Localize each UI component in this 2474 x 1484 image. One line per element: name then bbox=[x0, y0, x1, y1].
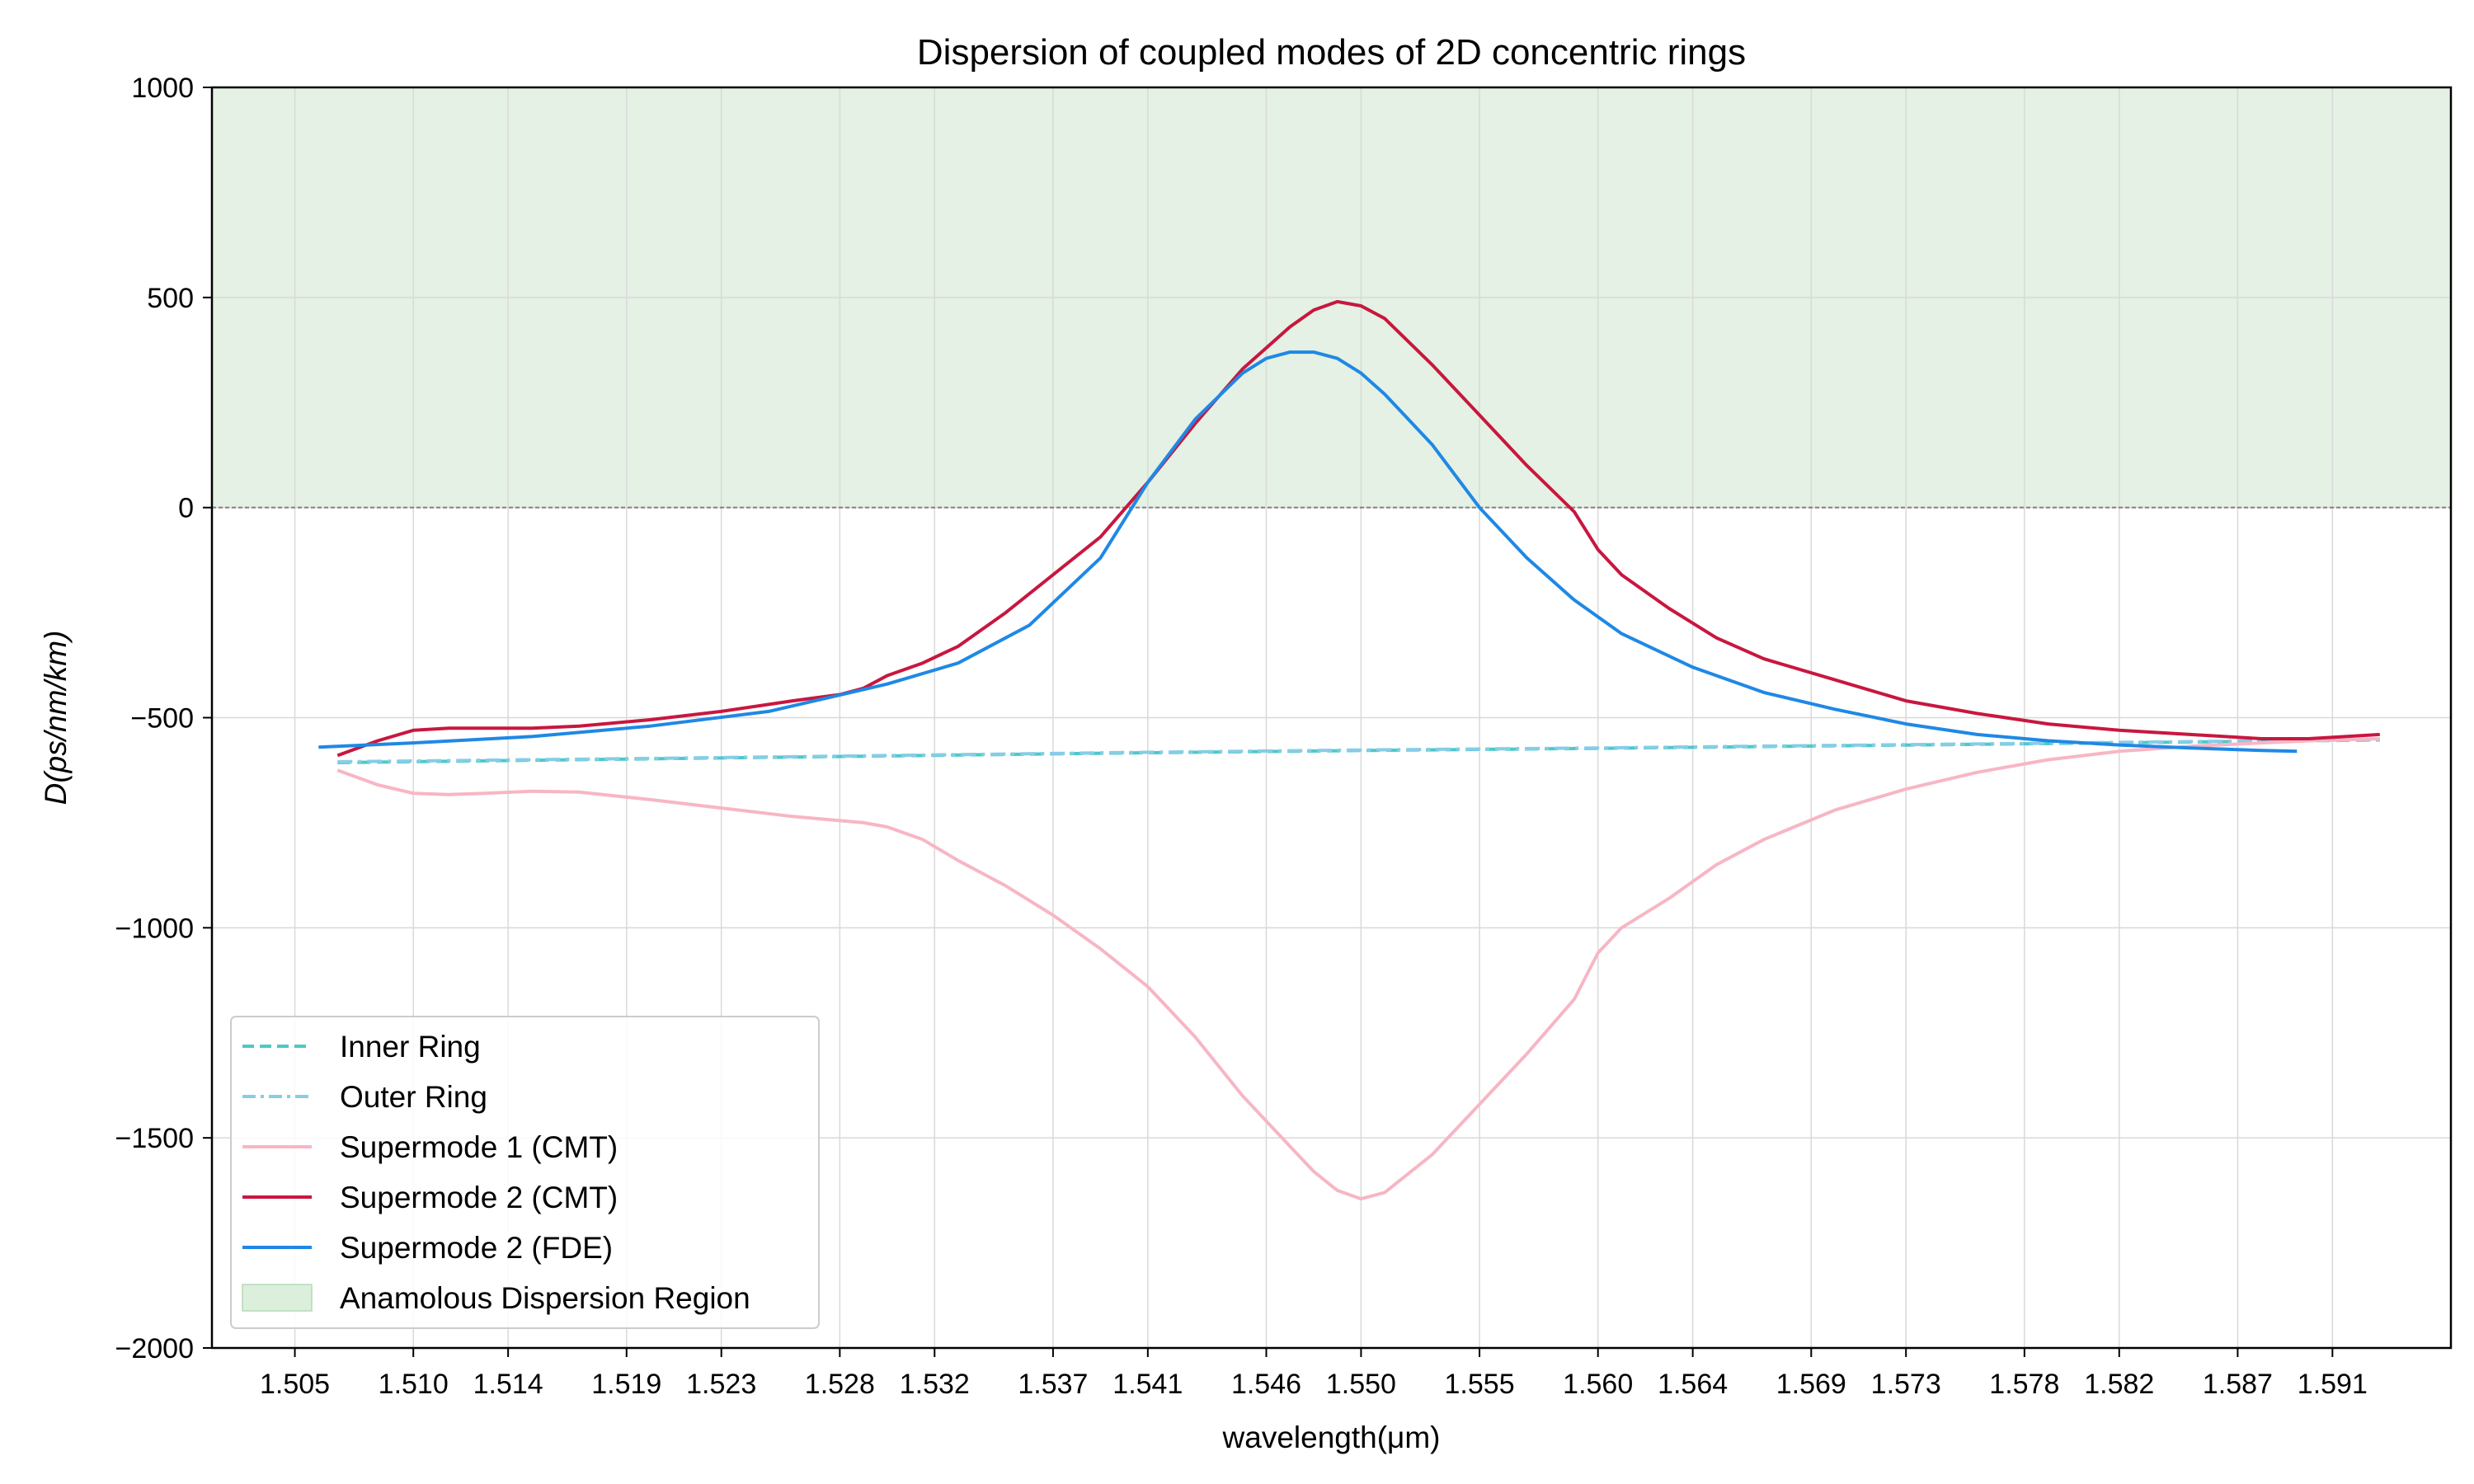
legend-box bbox=[230, 1016, 820, 1329]
legend: Inner Ring Outer Ring Supermode 1 (CMT) Sup… bbox=[230, 1016, 820, 1329]
series-line-supermode-1-cmt bbox=[336, 737, 2380, 1201]
y-tick-label: 1000 bbox=[131, 73, 194, 104]
x-tick-label: 1.537 bbox=[1018, 1369, 1088, 1400]
x-tick-label: 1.546 bbox=[1231, 1369, 1301, 1400]
series-line-outer-ring bbox=[337, 738, 2380, 763]
legend-label: Outer Ring bbox=[340, 1080, 487, 1114]
y-tick-label: −2000 bbox=[115, 1333, 195, 1364]
x-tick-label: 1.560 bbox=[1563, 1369, 1633, 1400]
y-tick-label: −500 bbox=[130, 703, 194, 735]
x-tick-label: 1.550 bbox=[1326, 1369, 1396, 1400]
legend-label: Inner Ring bbox=[340, 1030, 481, 1064]
legend-label: Supermode 1 (CMT) bbox=[340, 1130, 618, 1164]
x-tick-label: 1.569 bbox=[1776, 1369, 1846, 1400]
x-tick-label: 1.564 bbox=[1658, 1369, 1728, 1400]
x-tick-label: 1.510 bbox=[379, 1369, 449, 1400]
x-tick-label: 1.541 bbox=[1112, 1369, 1183, 1400]
x-tick-label: 1.555 bbox=[1445, 1369, 1515, 1400]
x-tick-label: 1.587 bbox=[2203, 1369, 2273, 1400]
chart-title: Dispersion of coupled modes of 2D concen… bbox=[917, 32, 1746, 73]
plot-area: 1.505 1.510 1.514 1.519 1.523 1.528 1.532 1.537… bbox=[115, 73, 2453, 1400]
y-tick-label: −1000 bbox=[115, 913, 195, 944]
x-tick-label: 1.528 bbox=[805, 1369, 875, 1400]
x-tick-label: 1.591 bbox=[2298, 1369, 2368, 1400]
x-tick-label: 1.582 bbox=[2084, 1369, 2154, 1400]
x-tick-label: 1.578 bbox=[1989, 1369, 2059, 1400]
y-tick-label: −1500 bbox=[115, 1123, 195, 1154]
series-line-supermode-2-cmt bbox=[336, 299, 2380, 758]
y-tick-label: 500 bbox=[147, 283, 194, 314]
y-axis-title: D(ps/nm/km) bbox=[39, 631, 73, 805]
x-tick-label: 1.505 bbox=[260, 1369, 330, 1400]
x-tick-label: 1.514 bbox=[473, 1369, 543, 1400]
legend-label: Supermode 2 (FDE) bbox=[340, 1231, 613, 1265]
legend-label: Supermode 2 (CMT) bbox=[340, 1181, 618, 1214]
series-line-supermode-2-fde bbox=[318, 350, 2298, 754]
x-axis-title: wavelength(μm) bbox=[1222, 1421, 1441, 1454]
x-tick-label: 1.532 bbox=[900, 1369, 970, 1400]
legend-label: Anamolous Dispersion Region bbox=[340, 1281, 750, 1315]
x-tick-label: 1.573 bbox=[1871, 1369, 1941, 1400]
legend-swatch-region bbox=[242, 1284, 313, 1312]
x-tick-label: 1.519 bbox=[591, 1369, 661, 1400]
y-tick-label: 0 bbox=[178, 493, 194, 524]
x-tick-label: 1.523 bbox=[686, 1369, 756, 1400]
